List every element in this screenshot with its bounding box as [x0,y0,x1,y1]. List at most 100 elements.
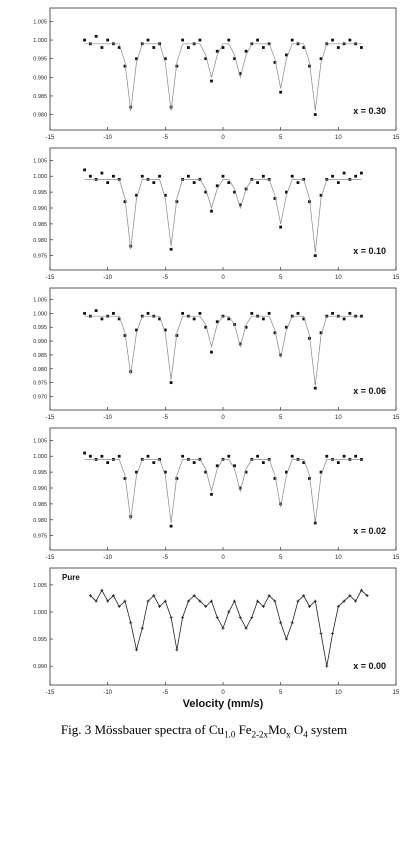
x-tick-label: -5 [163,135,169,141]
data-point [215,184,219,188]
data-point [238,615,242,619]
plot-frame [49,7,397,131]
data-point [129,105,133,109]
y-tick-label: 1.005 [33,158,47,164]
data-point [100,317,104,321]
data-point [233,57,236,61]
data-point [181,454,185,458]
x-tick-label: 0 [221,555,225,561]
data-point [117,317,121,321]
data-point [336,461,340,464]
data-point [313,386,317,390]
data-point [135,470,138,474]
data-point [146,599,150,603]
data-point [308,64,311,68]
x-tick-label: 5 [279,275,283,281]
data-point [267,594,271,598]
data-point [342,171,346,175]
data-point [325,664,329,668]
data-point [186,599,190,603]
data-point [100,171,104,175]
data-point [331,311,334,315]
caption: Fig. 3 Mössbauer spectra of Cu1.0 Fe2-2x… [0,722,408,740]
caption-text: system [307,722,348,737]
x-tick-label: 5 [279,555,283,561]
y-tick-label: 0.995 [33,190,47,196]
data-point [273,61,277,64]
data-point [187,46,190,49]
data-point [146,38,150,42]
data-point [285,53,288,57]
x-tick-label: 15 [393,275,400,281]
data-point [198,311,202,315]
y-tick-label: 0.985 [33,222,47,228]
x-tick-label: -10 [103,135,112,141]
data-point [331,174,334,178]
x-tick-label: 15 [393,415,400,421]
data-point [302,46,306,49]
x-tick-label: 15 [393,135,400,141]
data-point [210,350,213,354]
data-point [221,174,225,178]
data-point [198,599,202,603]
data-point [319,331,323,335]
x-tick-label: -10 [103,415,112,421]
x-tick-label: -5 [163,415,169,421]
data-point [256,181,259,184]
data-point [238,203,242,207]
data-point [354,599,358,603]
x-tick-label: -10 [103,555,112,561]
data-point [296,181,300,184]
data-point [94,599,98,603]
caption-text: O [290,722,304,737]
data-point [204,190,208,194]
x-tick-label: -5 [163,690,169,696]
data-point [302,317,306,321]
data-point [204,605,208,609]
data-point [210,209,213,213]
data-point [279,621,283,625]
data-point [313,599,317,603]
data-point [215,464,219,468]
data-point [152,594,156,598]
data-point [210,79,213,83]
plot-frame [49,287,397,411]
data-point [192,461,196,464]
data-point [112,174,115,178]
y-tick-label: 0.970 [33,394,47,400]
data-point [83,168,86,172]
data-point [163,470,167,474]
caption-text: Mo [268,722,287,737]
data-point [123,200,127,204]
data-point [152,46,156,49]
data-point [273,197,277,200]
data-point [227,181,231,184]
fit-line [84,315,362,386]
data-point [279,502,283,506]
y-tick-label: 0.980 [33,238,47,244]
data-point [261,461,265,464]
data-point [256,454,259,458]
x-tick-label: -10 [103,690,112,696]
data-point [169,524,173,528]
data-point [261,317,265,321]
data-point [146,454,150,458]
data-point [146,311,150,315]
x-tick-label: 0 [221,275,225,281]
panel-label: Pure [62,573,80,582]
data-point [342,317,346,321]
x-tick-label: -5 [163,275,169,281]
data-point [342,454,346,458]
data-point [221,46,225,49]
plot-frame [49,427,397,551]
caption-subscript: x [286,729,291,740]
data-point [319,632,323,636]
x-tick-label: 5 [279,135,283,141]
x-tick-label: 10 [335,415,342,421]
x-tick-label: -10 [103,275,112,281]
data-point [244,470,248,474]
annotation: x = 0.00 [353,661,386,671]
fit-line [84,459,362,523]
data-point [94,309,98,313]
y-tick-label: 1.000 [33,38,47,44]
